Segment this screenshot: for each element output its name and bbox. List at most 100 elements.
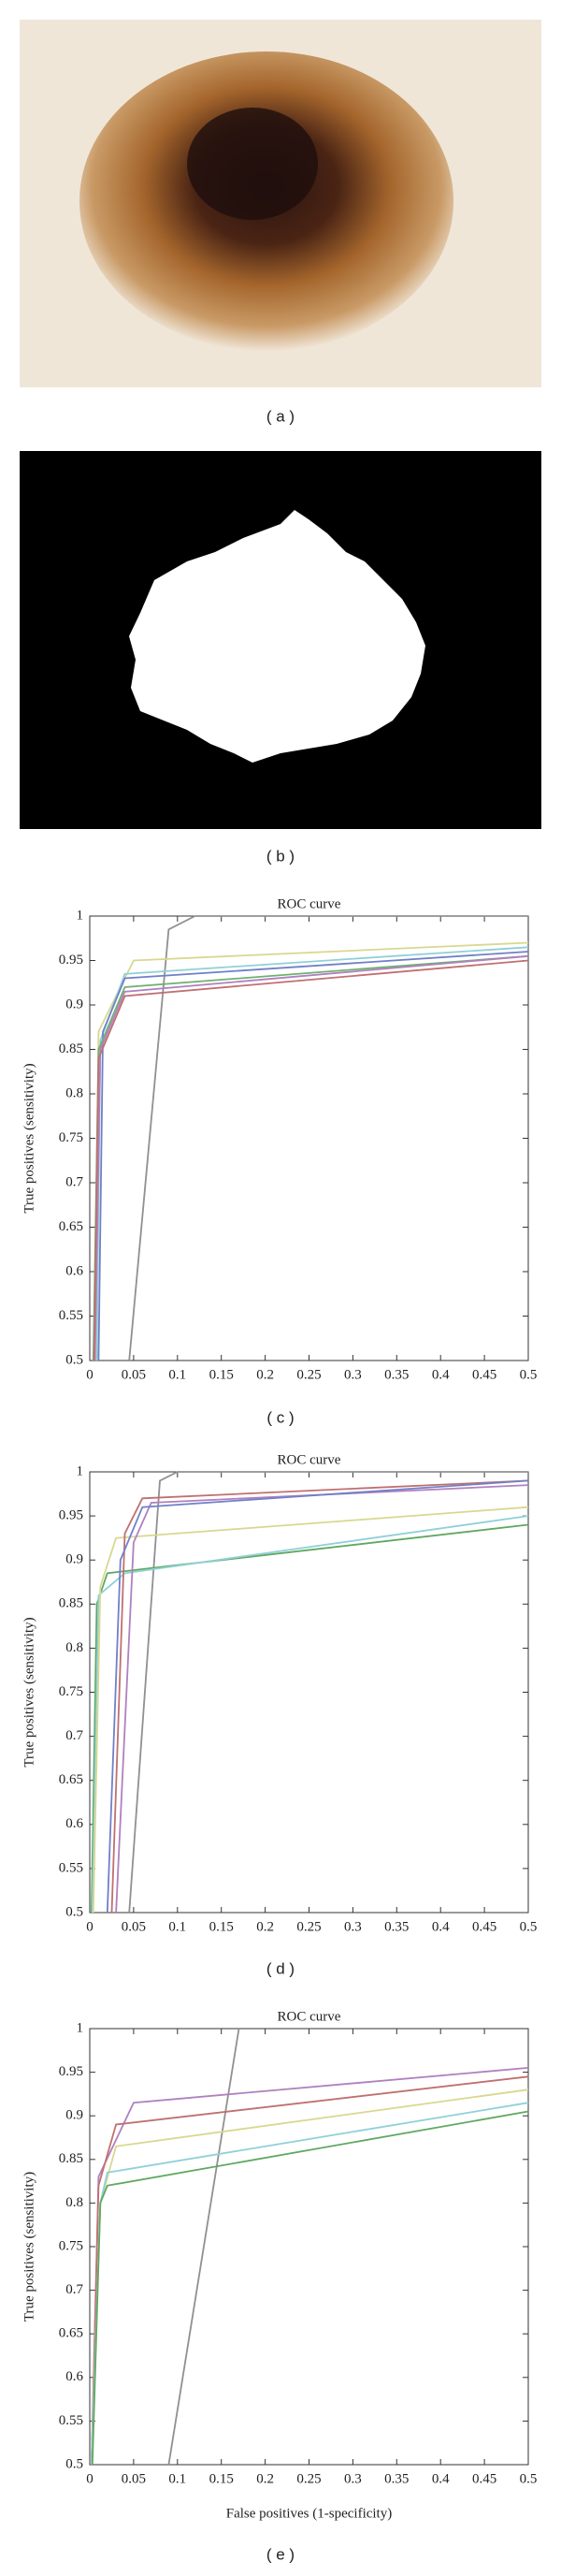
x-tick-label: 0.1 <box>168 1919 186 1934</box>
y-tick-label: 0.5 <box>65 2456 83 2471</box>
y-tick-label: 0.6 <box>65 1263 83 1278</box>
x-tick-label: 0.1 <box>168 2471 186 2486</box>
roc-line <box>91 2088 529 2466</box>
y-tick-label: 0.75 <box>59 1130 83 1145</box>
x-tick-label: 0.3 <box>344 1919 362 1934</box>
chart-title: ROC curve <box>278 2009 341 2024</box>
x-tick-label: 0.05 <box>122 1919 146 1934</box>
y-tick-label: 1 <box>77 1463 84 1478</box>
y-tick-label: 0.7 <box>65 1174 83 1189</box>
y-tick-label: 0.95 <box>59 1508 83 1523</box>
y-tick-label: 0.8 <box>65 1085 83 1100</box>
y-tick-label: 0.5 <box>65 1904 83 1919</box>
y-tick-label: 0.65 <box>59 2326 83 2341</box>
roc-line <box>91 2067 529 2466</box>
roc-line <box>106 1479 529 1914</box>
y-tick-label: 0.55 <box>59 1860 83 1875</box>
y-tick-label: 0.95 <box>59 953 83 968</box>
x-tick-label: 0.05 <box>122 1367 146 1382</box>
x-tick-label: 0.2 <box>256 2471 274 2486</box>
roc-line <box>93 959 529 1361</box>
y-tick-label: 0.65 <box>59 1772 83 1787</box>
y-tick-label: 0.9 <box>65 2108 83 2123</box>
x-tick-label: 0.15 <box>209 1367 234 1382</box>
y-tick-label: 1 <box>77 2020 84 2035</box>
y-tick-label: 0.75 <box>59 1684 83 1699</box>
x-tick-label: 0.3 <box>344 1367 362 1382</box>
x-tick-label: 0.35 <box>384 1367 409 1382</box>
x-axis-label: False positives (1-specificity) <box>226 2506 392 2521</box>
panel-label: ( e ) <box>266 2545 295 2563</box>
roc-line <box>91 1515 529 1914</box>
segmentation-mask <box>20 451 541 829</box>
y-tick-label: 0.6 <box>65 1816 83 1831</box>
y-axis-label: True positives (sensitivity) <box>22 1617 36 1767</box>
y-tick-label: 0.6 <box>65 2369 83 2384</box>
chart-title: ROC curve <box>278 1452 341 1467</box>
y-tick-label: 0.8 <box>65 1640 83 1655</box>
y-tick-label: 0.9 <box>65 997 83 1011</box>
x-tick-label: 0.25 <box>296 1367 321 1382</box>
x-tick-label: 0 <box>86 1919 94 1934</box>
y-tick-label: 0.85 <box>59 1596 83 1611</box>
y-tick-label: 0.7 <box>65 2282 83 2297</box>
x-tick-label: 0.2 <box>256 1919 274 1934</box>
roc-line <box>110 1479 529 1914</box>
panel-label: ( d ) <box>266 1959 295 1977</box>
y-tick-label: 0.9 <box>65 1552 83 1567</box>
x-tick-label: 0.05 <box>122 2471 146 2486</box>
roc-line <box>91 2102 529 2466</box>
x-tick-label: 0.4 <box>432 1367 450 1382</box>
roc-line <box>91 2075 529 2466</box>
x-tick-label: 0.15 <box>209 1919 234 1934</box>
x-tick-label: 0.4 <box>432 1919 450 1934</box>
y-tick-label: 0.55 <box>59 1308 83 1323</box>
x-tick-label: 0.15 <box>209 2471 234 2486</box>
y-tick-label: 0.8 <box>65 2195 83 2210</box>
x-tick-label: 0.35 <box>384 1919 409 1934</box>
y-tick-label: 0.85 <box>59 2151 83 2166</box>
x-tick-label: 0.35 <box>384 2471 409 2486</box>
y-tick-label: 0.55 <box>59 2413 83 2428</box>
chart-title: ROC curve <box>278 896 341 911</box>
y-tick-label: 0.65 <box>59 1219 83 1234</box>
x-tick-label: 0.45 <box>472 2471 496 2486</box>
x-tick-label: 0.5 <box>520 2471 538 2486</box>
x-tick-label: 0.4 <box>432 2471 450 2486</box>
x-tick-label: 0.5 <box>520 1367 538 1382</box>
roc-line <box>128 1471 528 1914</box>
x-tick-label: 0.2 <box>256 1367 274 1382</box>
y-tick-label: 0.75 <box>59 2238 83 2253</box>
panel-label: ( c ) <box>266 1408 294 1426</box>
roc-line <box>93 941 529 1361</box>
roc-line <box>128 915 528 1361</box>
x-tick-label: 0 <box>86 2471 94 2486</box>
y-axis-label: True positives (sensitivity) <box>22 1063 36 1213</box>
panel-label: ( a ) <box>266 407 295 425</box>
y-tick-label: 0.7 <box>65 1728 83 1743</box>
x-tick-label: 0.5 <box>520 1919 538 1934</box>
x-tick-label: 0.25 <box>296 1919 321 1934</box>
y-tick-label: 0.95 <box>59 2064 83 2079</box>
y-tick-label: 0.5 <box>65 1352 83 1367</box>
roc-line <box>92 954 529 1361</box>
roc-line <box>97 951 529 1361</box>
y-axis-label: True positives (sensitivity) <box>22 2172 36 2321</box>
x-tick-label: 0.3 <box>344 2471 362 2486</box>
x-tick-label: 0.25 <box>296 2471 321 2486</box>
roc-line <box>91 1523 529 1914</box>
plot-frame <box>89 915 529 1361</box>
x-tick-label: 0.45 <box>472 1367 496 1382</box>
roc-line <box>94 954 529 1361</box>
dermoscopy-image <box>20 20 541 387</box>
x-tick-label: 0 <box>86 1367 94 1382</box>
roc-line <box>91 2110 529 2466</box>
y-tick-label: 0.85 <box>59 1041 83 1056</box>
roc-line <box>167 2028 240 2466</box>
panel-label: ( b ) <box>266 847 295 865</box>
roc-line <box>92 1506 529 1914</box>
y-tick-label: 1 <box>77 908 84 923</box>
x-tick-label: 0.45 <box>472 1919 496 1934</box>
x-tick-label: 0.1 <box>168 1367 186 1382</box>
